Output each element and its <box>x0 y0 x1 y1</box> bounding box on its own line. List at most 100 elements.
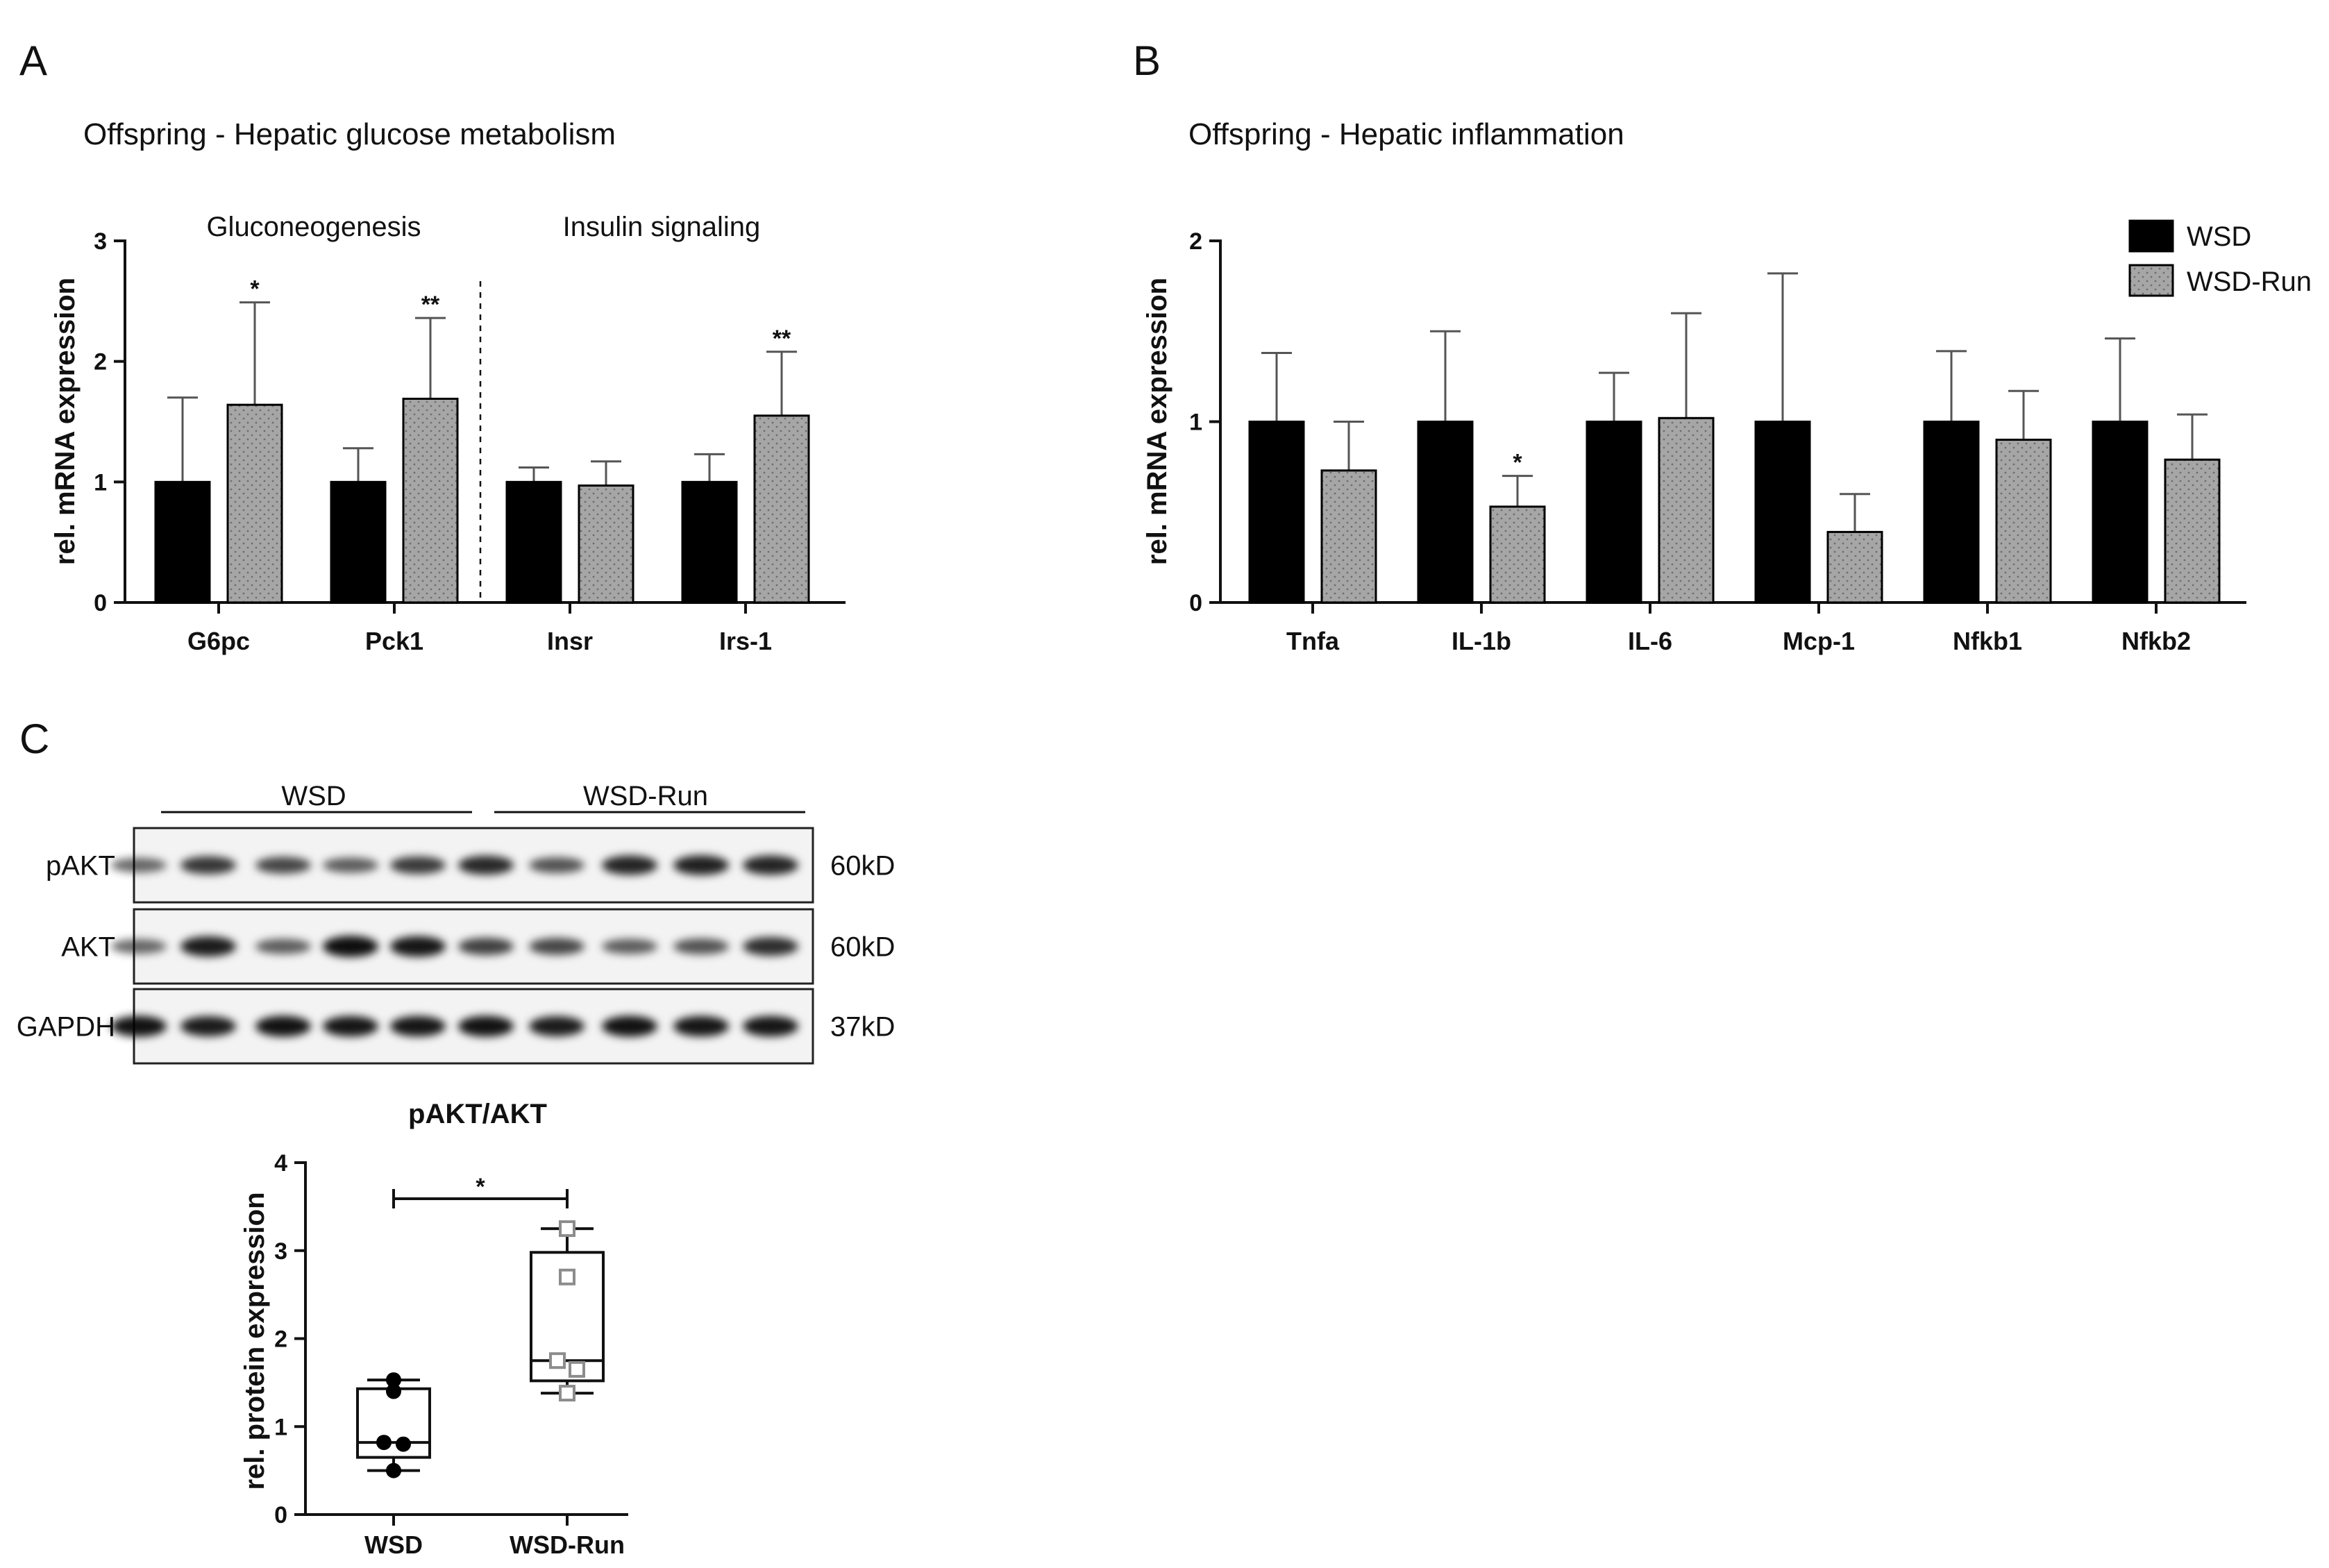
y-tick-label: 0 <box>274 1502 287 1528</box>
legend-label-wsd: WSD <box>2187 221 2251 252</box>
blot-band-akt-lane-4 <box>323 936 378 957</box>
x-tick-label-nfkb2: Nfkb2 <box>2121 627 2191 655</box>
blot-group-label-wsd-run: WSD-Run <box>583 781 708 811</box>
bar-wsd-pck1 <box>330 480 387 604</box>
legend: WSD WSD-Run <box>2128 219 2312 297</box>
y-tick-label: 2 <box>94 349 107 376</box>
significance-star: * <box>476 1174 485 1200</box>
y-tick-label: 3 <box>274 1238 287 1265</box>
bar-wsd-run-pck1 <box>402 398 459 604</box>
x-tick-label-il-1b: IL-1b <box>1452 627 1511 655</box>
blot-band-akt-lane-8 <box>602 938 657 954</box>
blot-band-pakt-lane-9 <box>673 855 729 875</box>
x-tick-label-wsd: WSD <box>364 1531 423 1559</box>
bar-wsd-run-insr <box>578 484 634 604</box>
legend-label-wsd-run: WSD-Run <box>2187 267 2312 297</box>
bar-wsd-il-6 <box>1586 421 1642 604</box>
x-tick-label-nfkb1: Nfkb1 <box>1953 627 2022 655</box>
x-tick-label-pck1: Pck1 <box>365 627 423 655</box>
bar-wsd-irs-1 <box>681 480 738 604</box>
bar-wsd-nfkb2 <box>2092 421 2149 604</box>
panel-a-y-axis-label: rel. mRNA expression <box>50 278 81 565</box>
y-tick-label: 1 <box>1189 410 1202 436</box>
panel-letter-c: C <box>19 716 49 762</box>
point-wsd-run-4 <box>569 1360 585 1378</box>
blot-band-gapdh-lane-4 <box>323 1015 378 1037</box>
point-wsd-4 <box>396 1436 411 1452</box>
y-tick-label: 2 <box>274 1326 287 1353</box>
blot-band-gapdh-lane-2 <box>180 1016 236 1036</box>
blot-band-pakt-lane-3 <box>255 857 311 874</box>
point-wsd-2 <box>386 1383 401 1399</box>
blot-size-pakt: 60kD <box>830 851 895 882</box>
bar-wsd-il-1b <box>1417 421 1474 604</box>
blot-band-gapdh-lane-7 <box>529 1016 585 1036</box>
panel-c-title: pAKT/AKT <box>408 1099 547 1129</box>
blot-band-gapdh-lane-8 <box>602 1015 657 1037</box>
x-tick-label-irs-1: Irs-1 <box>719 627 772 655</box>
blot-band-akt-lane-9 <box>673 938 729 954</box>
panel-a-title: Offspring - Hepatic glucose metabolism <box>83 117 616 151</box>
blot-label-pakt: pAKT <box>46 851 115 882</box>
blot-band-gapdh-lane-3 <box>255 1015 311 1037</box>
panel-c-y-axis-label: rel. protein expression <box>239 1192 270 1490</box>
bar-wsd-run-mcp-1 <box>1826 530 1883 604</box>
panel-letter-a: A <box>19 37 47 84</box>
y-tick-label: 1 <box>94 469 107 496</box>
point-wsd-5 <box>386 1462 401 1478</box>
x-tick-label-tnfa: Tnfa <box>1286 627 1340 655</box>
panel-b-title: Offspring - Hepatic inflammation <box>1188 117 1624 151</box>
y-tick-label: 1 <box>274 1414 287 1440</box>
blot-band-pakt-lane-5 <box>390 856 446 875</box>
blot-label-gapdh: GAPDH <box>17 1012 115 1043</box>
blot-band-pakt-lane-6 <box>458 855 514 875</box>
blot-band-pakt-lane-8 <box>602 855 657 875</box>
blot-band-pakt-lane-10 <box>743 855 798 875</box>
bar-wsd-mcp-1 <box>1754 421 1811 604</box>
blot-band-akt-lane-7 <box>529 938 585 955</box>
point-wsd-run-1 <box>559 1220 575 1238</box>
panel-letter-b: B <box>1133 37 1161 84</box>
x-tick-label-wsd-run: WSD-Run <box>510 1531 625 1559</box>
bar-wsd-g6pc <box>154 480 211 604</box>
y-tick-label: 3 <box>94 228 107 255</box>
legend-swatch-wsd-run <box>2128 264 2174 297</box>
bar-wsd-run-nfkb2 <box>2164 458 2221 604</box>
bar-wsd-run-irs-1 <box>753 414 810 604</box>
blot-band-akt-lane-6 <box>458 938 514 955</box>
blot-band-akt-lane-3 <box>255 938 311 954</box>
bar-wsd-run-il-6 <box>1658 416 1715 604</box>
blot-band-akt-lane-2 <box>180 936 236 956</box>
blot-band-pakt-lane-1 <box>111 858 167 872</box>
blot-band-akt-lane-5 <box>390 936 446 957</box>
blot-band-gapdh-lane-9 <box>673 1015 729 1037</box>
x-tick-label-insr: Insr <box>547 627 593 655</box>
point-wsd-run-5 <box>559 1385 575 1402</box>
significance-pck1: ** <box>421 292 440 318</box>
point-wsd-run-2 <box>559 1268 575 1285</box>
blot-band-pakt-lane-2 <box>180 856 236 875</box>
point-wsd-1 <box>386 1372 401 1388</box>
blot-band-akt-lane-10 <box>743 937 798 956</box>
blot-band-pakt-lane-4 <box>323 857 378 873</box>
panel-c-chart: pAKT/AKT rel. protein expression 0 1 2 3 4 WS… <box>239 1099 628 1559</box>
bar-wsd-tnfa <box>1248 421 1305 604</box>
x-tick-label-il-6: IL-6 <box>1628 627 1672 655</box>
western-blot: WSD WSD-Run pAKT 60kD AKT 60kD GAPDH 37kD <box>17 781 895 1065</box>
legend-swatch-wsd <box>2128 219 2174 253</box>
x-tick-label-mcp-1: Mcp-1 <box>1783 627 1855 655</box>
x-tick-label-g6pc: G6pc <box>187 627 250 655</box>
group-label-gluconeogenesis: Gluconeogenesis <box>206 212 421 242</box>
panel-a-chart: Offspring - Hepatic glucose metabolism G… <box>50 117 846 655</box>
y-tick-label: 4 <box>274 1150 287 1177</box>
bar-wsd-run-il-1b <box>1489 505 1546 604</box>
panel-b-chart: Offspring - Hepatic inflammation rel. mR… <box>1142 117 2312 655</box>
significance-g6pc: * <box>250 276 260 303</box>
blot-band-gapdh-lane-6 <box>458 1015 514 1037</box>
bar-wsd-insr <box>505 480 562 604</box>
bar-wsd-nfkb1 <box>1923 421 1980 604</box>
bar-wsd-run-nfkb1 <box>1995 439 2052 604</box>
y-tick-label: 2 <box>1189 228 1202 255</box>
blot-band-gapdh-lane-5 <box>390 1015 446 1037</box>
